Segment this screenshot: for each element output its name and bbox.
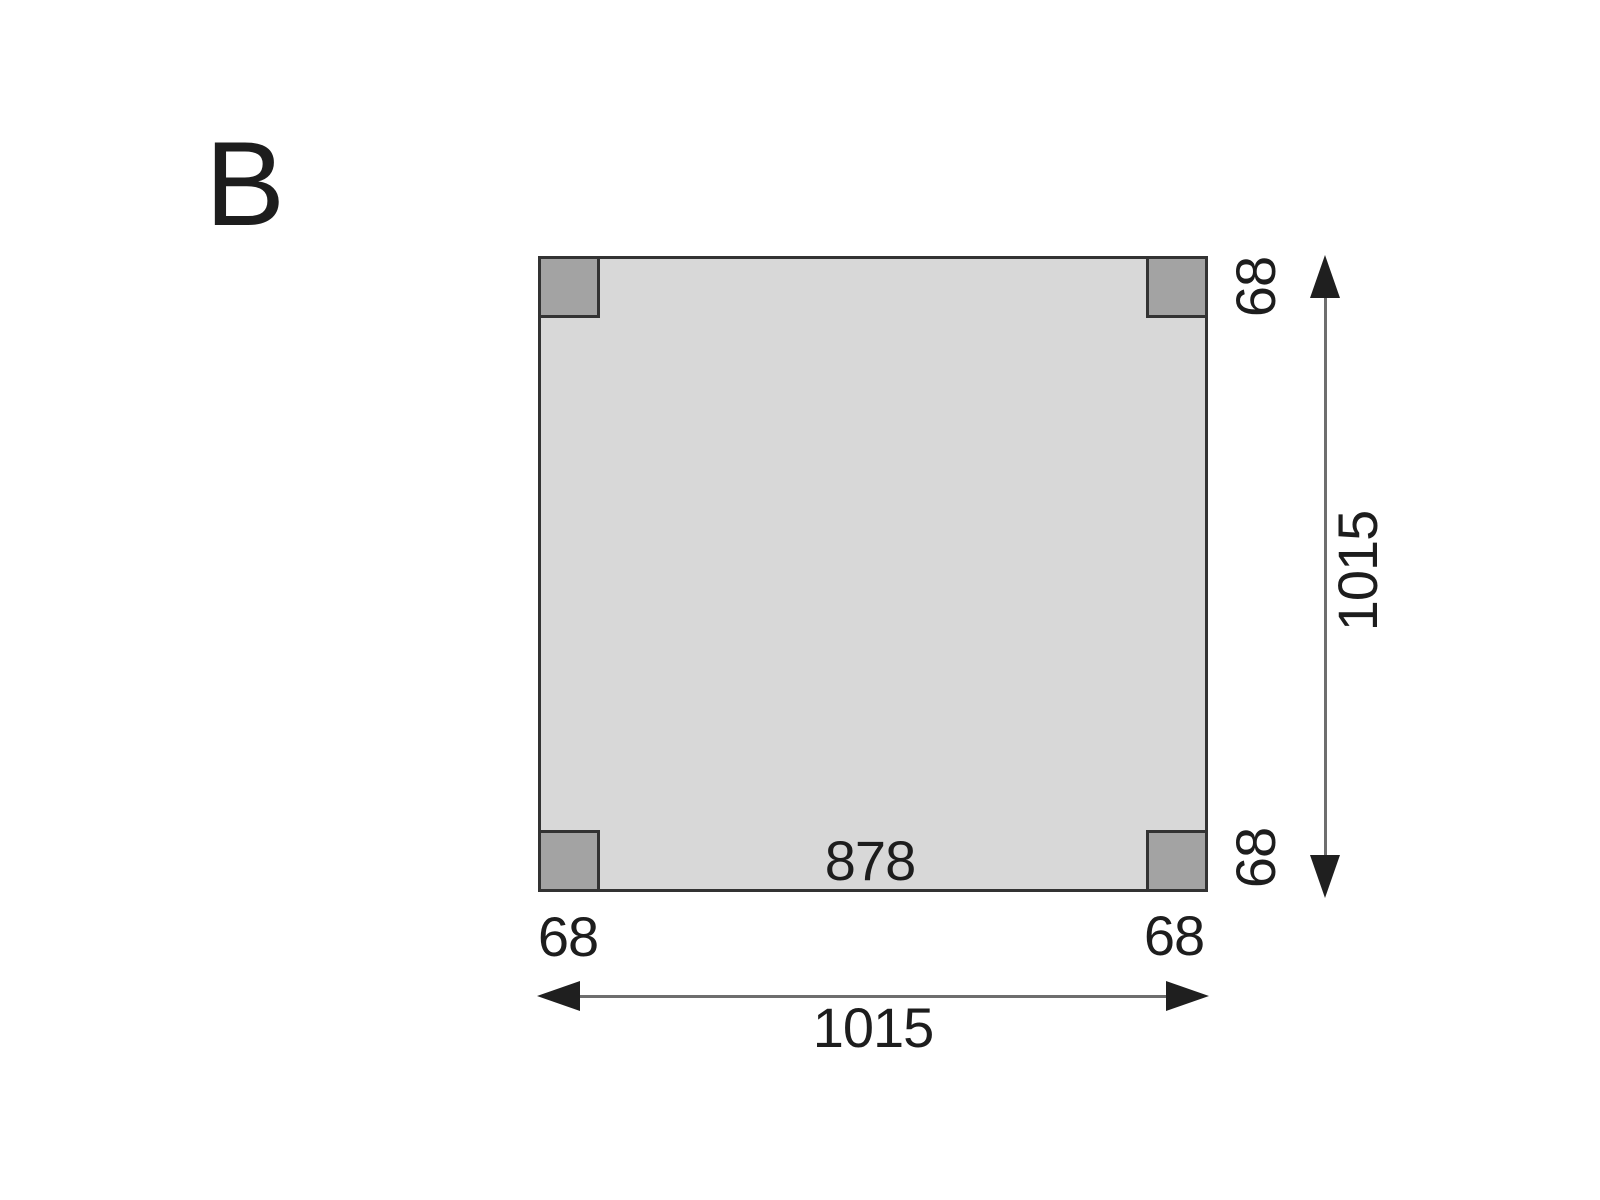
dim-overall-depth-label: 1015 (1326, 510, 1389, 632)
corner-post-top-left (538, 256, 600, 318)
arrow-up-icon (1310, 255, 1340, 298)
arrow-right-icon (1166, 981, 1209, 1011)
corner-post-bottom-left (538, 830, 600, 892)
arrow-left-icon (537, 981, 580, 1011)
corner-post-top-right (1146, 256, 1208, 318)
dim-post-width-left-label: 68 (537, 905, 599, 968)
dim-post-width-right-label: 68 (1143, 904, 1205, 967)
corner-post-bottom-right (1146, 830, 1208, 892)
horizontal-dimension-line (572, 995, 1172, 998)
variant-label: B (205, 117, 286, 251)
dim-inner-span-label: 878 (824, 829, 916, 892)
plan-outline (538, 256, 1208, 892)
dim-post-depth-top-label: 68 (1224, 256, 1287, 318)
dim-post-depth-bottom-label: 68 (1224, 827, 1287, 889)
arrow-down-icon (1310, 855, 1340, 898)
dim-overall-width-label: 1015 (812, 996, 935, 1059)
vertical-dimension-line (1324, 290, 1327, 860)
